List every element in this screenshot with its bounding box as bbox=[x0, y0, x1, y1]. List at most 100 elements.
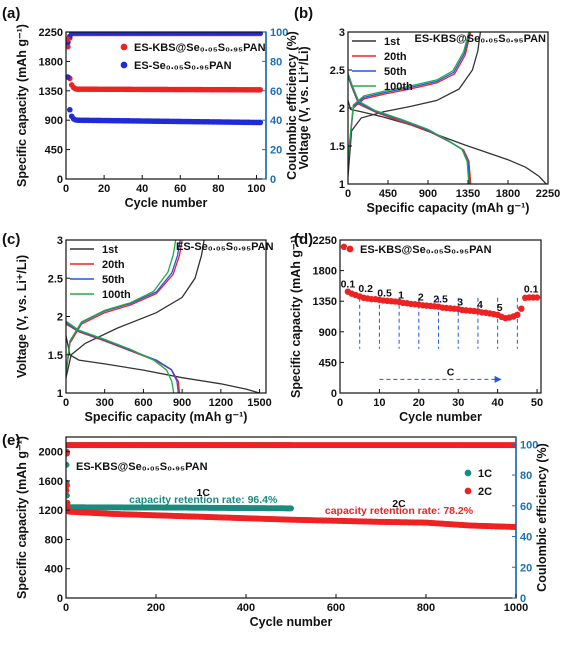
rate-arrow-label: C bbox=[447, 366, 455, 378]
x-tick-label: 1000 bbox=[504, 602, 528, 614]
y-tick-label: 2.5 bbox=[330, 65, 345, 77]
panel-b: 0 450 900 1350 1800 2250 1 1.5 2 2.5 3 Specific cap… bbox=[294, 5, 560, 215]
panel-label: (a) bbox=[2, 5, 20, 22]
y-right-tick-label: 20 bbox=[520, 562, 532, 574]
capacity-0-point bbox=[257, 87, 264, 93]
y-right-tick-label: 40 bbox=[270, 115, 282, 127]
capacity-0-point bbox=[66, 36, 71, 42]
capacity-1-point bbox=[67, 106, 73, 113]
x-tick-label: 20 bbox=[98, 183, 110, 195]
legend-label-20th: 20th bbox=[384, 51, 407, 63]
capacity-1-point bbox=[66, 482, 70, 489]
x-tick-label: 450 bbox=[379, 188, 397, 200]
rate-label: 0.2 bbox=[358, 283, 373, 295]
y-tick-label: 1 bbox=[57, 388, 63, 400]
annotation-2: 2C bbox=[392, 498, 406, 510]
x-tick-label: 40 bbox=[136, 183, 148, 195]
capacity-0-point bbox=[288, 505, 294, 512]
rate-arrow-head bbox=[494, 375, 502, 383]
y-right-axis-label: Coulombic efficiency (%) bbox=[285, 31, 299, 180]
x-tick-label: 0 bbox=[63, 602, 69, 614]
x-tick-label: 1200 bbox=[209, 397, 233, 409]
x-axis-label: Cycle number bbox=[250, 615, 333, 629]
plot-area bbox=[348, 32, 547, 184]
y-tick-label: 1800 bbox=[39, 56, 63, 68]
series-100th-charge-curve bbox=[66, 240, 177, 373]
x-tick-label: 0 bbox=[63, 183, 69, 195]
y-tick-label: 1 bbox=[339, 179, 345, 191]
plot-frame bbox=[347, 31, 549, 185]
y-tick-label: 400 bbox=[45, 564, 63, 576]
series-1st-discharge-curve bbox=[66, 335, 260, 393]
x-tick-label: 20 bbox=[413, 397, 425, 409]
annotation-0: 1C bbox=[197, 487, 211, 499]
legend-entry-2-marker bbox=[464, 487, 472, 495]
annotation-1: capacity retention rate: 96.4% bbox=[129, 494, 278, 506]
legend-label-50th: 50th bbox=[102, 274, 125, 286]
y-tick-label: 1200 bbox=[39, 505, 63, 517]
x-axis-label: Specific capacity (mAh g⁻¹) bbox=[85, 410, 248, 424]
x-tick-label: 600 bbox=[327, 602, 345, 614]
series-20th-charge-curve bbox=[66, 240, 183, 374]
y-tick-label: 450 bbox=[319, 357, 337, 369]
rate-label: 0.1 bbox=[341, 279, 356, 291]
x-tick-label: 1800 bbox=[496, 188, 520, 200]
y-right-tick-label: 80 bbox=[520, 470, 532, 482]
rate-point bbox=[340, 243, 348, 250]
x-tick-label: 50 bbox=[531, 397, 543, 409]
panel-label: (d) bbox=[294, 231, 313, 248]
series-100th-charge-curve bbox=[348, 32, 470, 159]
y-tick-label: 3 bbox=[57, 235, 63, 247]
y-tick-label: 1350 bbox=[39, 86, 63, 98]
x-tick-label: 900 bbox=[173, 397, 191, 409]
legend-entry-2-marker bbox=[120, 61, 128, 69]
panel-label: (b) bbox=[294, 5, 313, 22]
rate-label: 2 bbox=[418, 292, 424, 304]
ce-3-point bbox=[66, 487, 70, 494]
y-right-tick-label: 0 bbox=[520, 593, 526, 605]
panel-c: 0 300 600 900 1200 1500 1 1.5 2 2.5 3 Specific capa… bbox=[2, 231, 274, 424]
plot-area bbox=[340, 243, 541, 349]
y-right-axis-label: Coulombic efficiency (%) bbox=[535, 443, 549, 592]
y-axis-label: Voltage (V, vs. Li⁺/Li) bbox=[297, 46, 311, 169]
capacity-0-point bbox=[66, 492, 70, 499]
plot-frame bbox=[65, 31, 267, 180]
y-tick-label: 1.5 bbox=[48, 350, 63, 362]
legend-label-1st: 1st bbox=[102, 244, 118, 256]
x-tick-label: 0 bbox=[345, 188, 351, 200]
x-tick-label: 400 bbox=[237, 602, 255, 614]
series-100th-discharge-curve bbox=[348, 72, 470, 184]
y-right-tick-label: 40 bbox=[520, 532, 532, 544]
y-tick-label: 0 bbox=[57, 593, 63, 605]
x-axis-label: Specific capacity (mAh g⁻¹) bbox=[367, 201, 530, 215]
series-20th-charge-curve bbox=[348, 32, 472, 162]
x-tick-label: 40 bbox=[492, 397, 504, 409]
y-tick-label: 2250 bbox=[39, 27, 63, 39]
legend-entry-1-marker bbox=[120, 43, 128, 51]
rate-label: 2.5 bbox=[433, 294, 448, 306]
y-right-tick-label: 60 bbox=[520, 501, 532, 513]
x-tick-label: 80 bbox=[212, 183, 224, 195]
y-tick-label: 3 bbox=[339, 27, 345, 39]
x-axis-label: Cycle number bbox=[125, 196, 208, 210]
series-100th-discharge-curve bbox=[66, 320, 175, 393]
y-tick-label: 2250 bbox=[313, 235, 337, 247]
x-tick-label: 1350 bbox=[456, 188, 480, 200]
ce-2-point bbox=[66, 43, 71, 50]
y-tick-label: 1.5 bbox=[330, 141, 345, 153]
y-tick-label: 900 bbox=[45, 115, 63, 127]
capacity-1-point bbox=[66, 499, 71, 506]
legend-label-1st: 1st bbox=[384, 36, 400, 48]
panel-a: 0 20 40 60 80 100 0 450 900 1350 1800 2250 0 20 40 60 80… bbox=[2, 5, 299, 210]
x-tick-label: 0 bbox=[63, 397, 69, 409]
y-tick-label: 0 bbox=[57, 174, 63, 186]
x-tick-label: 900 bbox=[419, 188, 437, 200]
x-axis-label: Cycle number bbox=[399, 410, 482, 424]
rate-label: 5 bbox=[497, 302, 503, 314]
plot-area bbox=[66, 32, 264, 126]
x-tick-label: 0 bbox=[337, 397, 343, 409]
panel-title: ES-KBS@Se₀.₀₅S₀.₉₅PAN bbox=[414, 33, 546, 45]
rate-label: 0.5 bbox=[377, 288, 392, 300]
series-1st-charge-curve bbox=[66, 240, 205, 378]
x-tick-label: 10 bbox=[373, 397, 385, 409]
